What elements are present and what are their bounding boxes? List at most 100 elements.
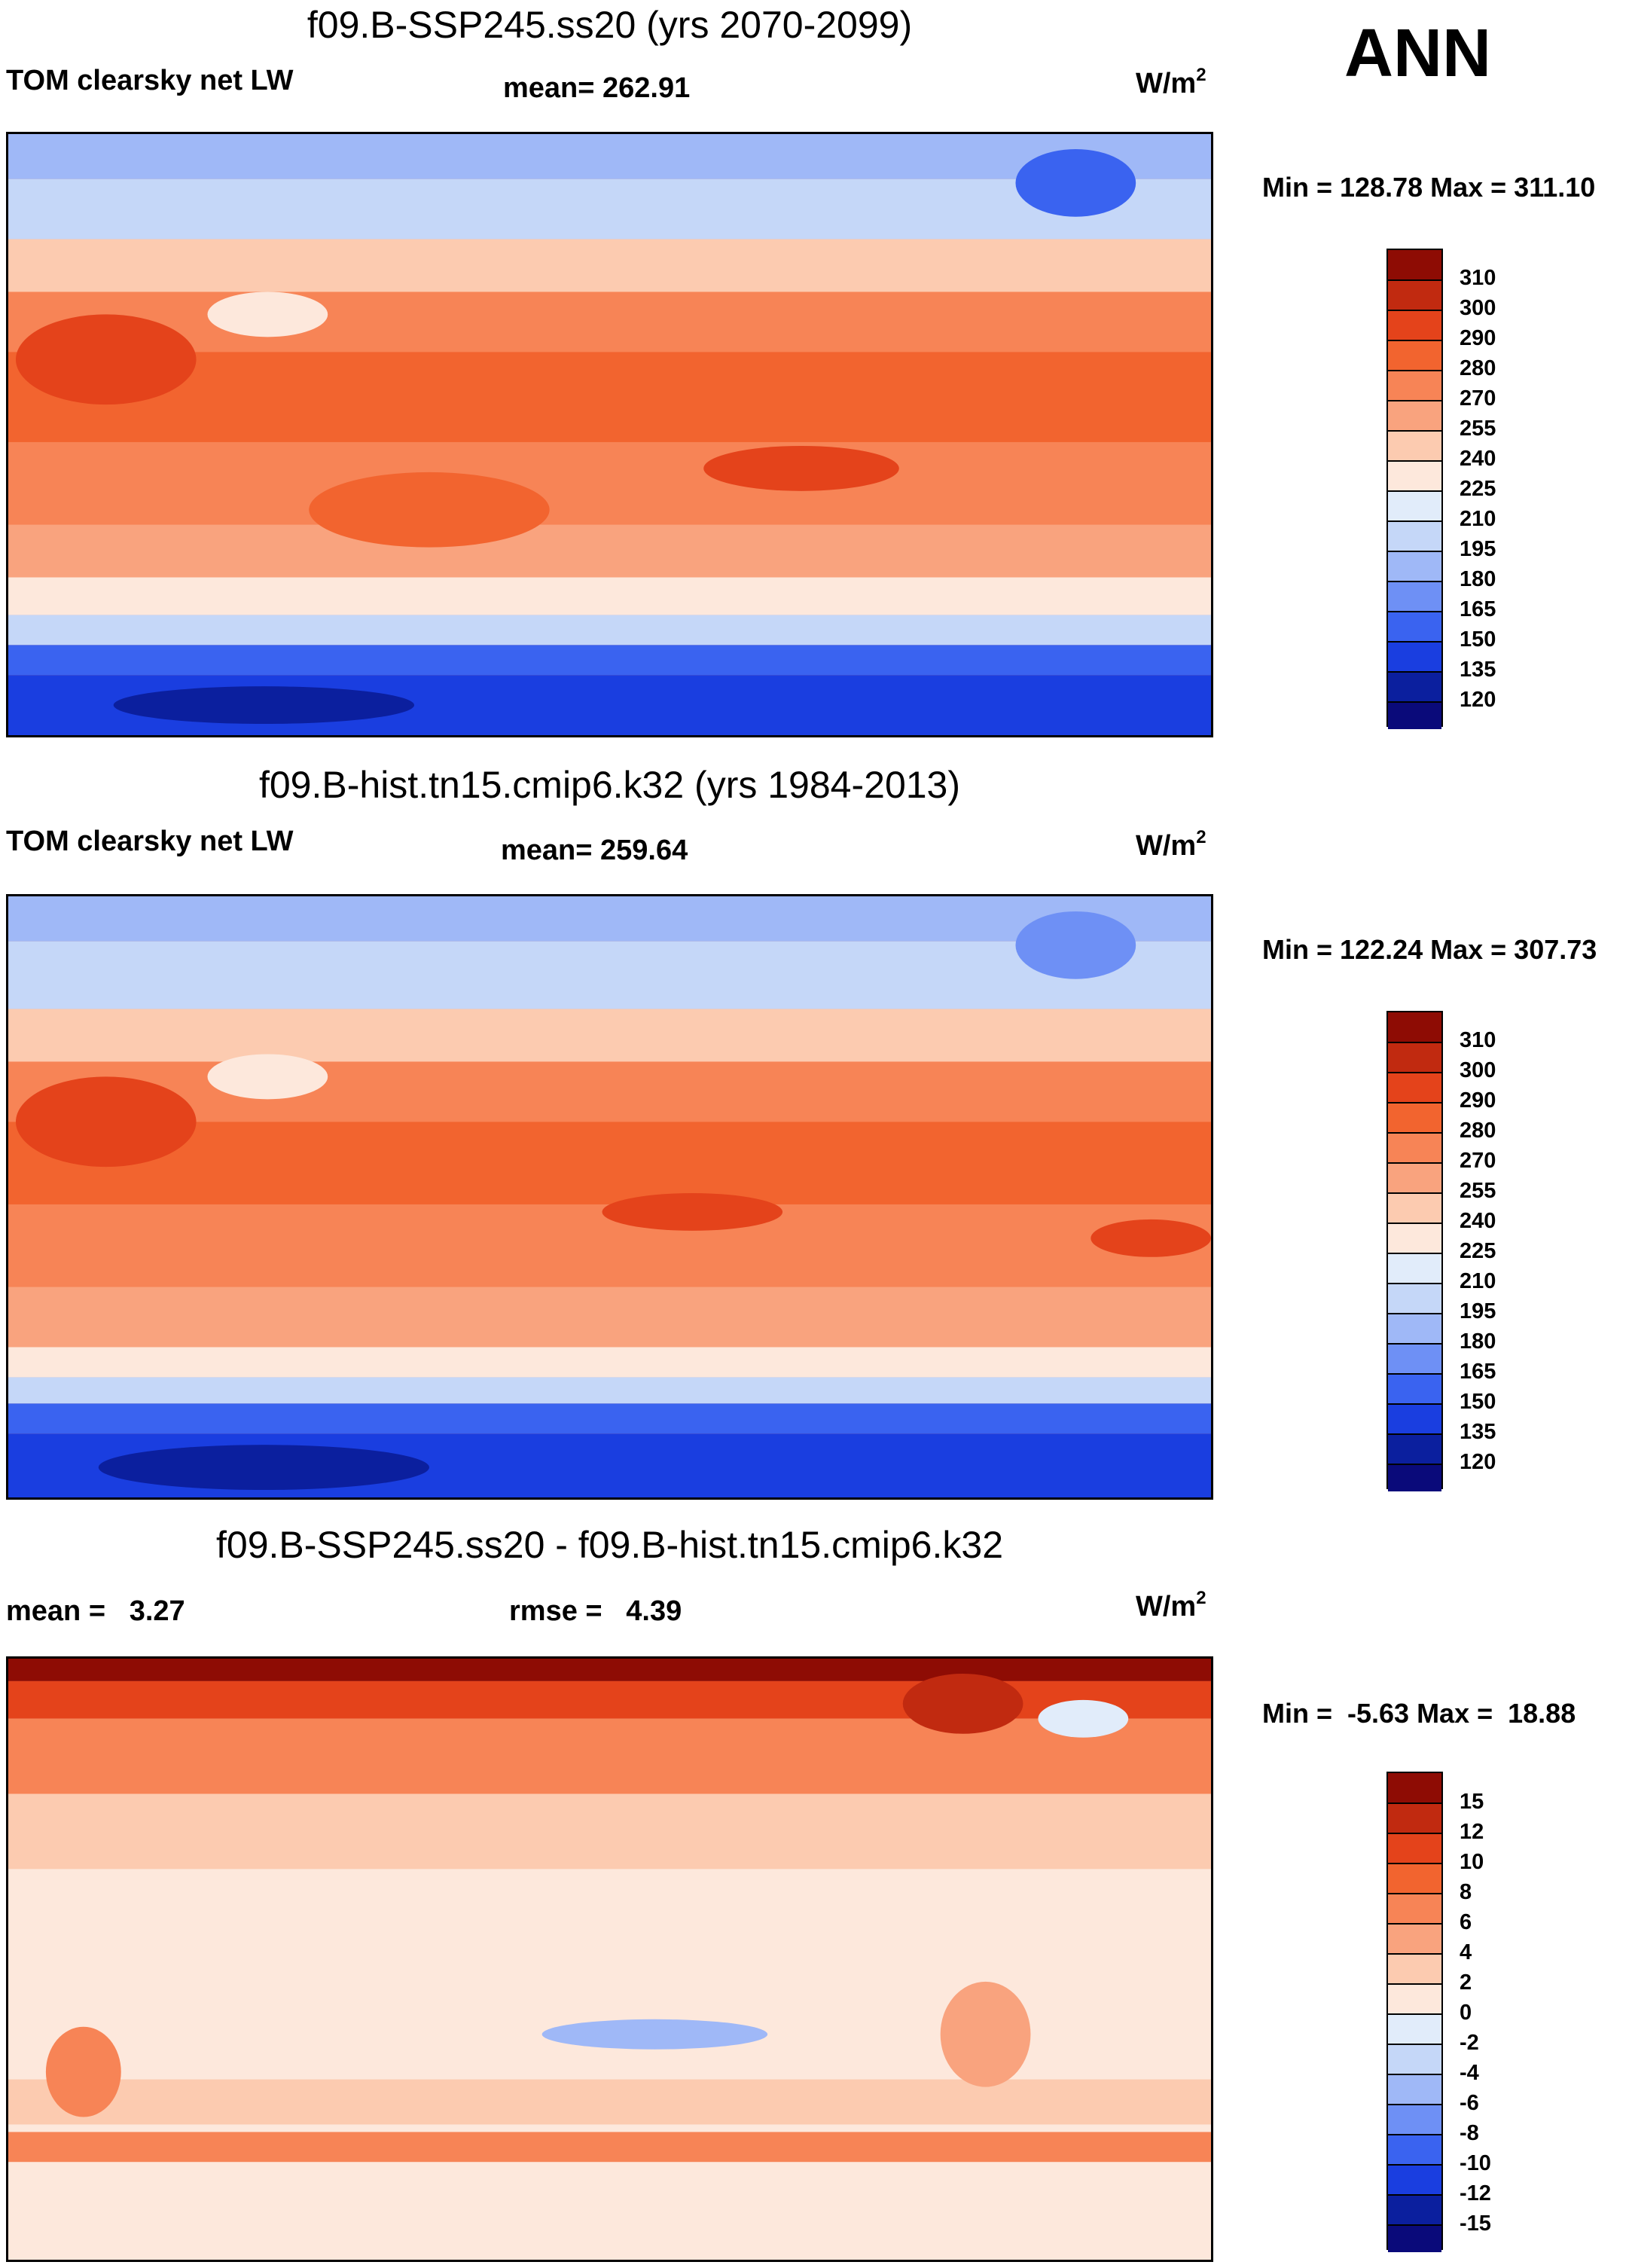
cbar3-box-0 xyxy=(1388,1773,1441,1804)
panel3-colorbar xyxy=(1386,1772,1443,2252)
panel1-band-tropics xyxy=(8,352,1211,442)
panel1-blob-indian-ocean xyxy=(309,472,550,548)
cbar1-box-3 xyxy=(1388,341,1441,371)
panel1-band-subtrop-n xyxy=(8,292,1211,353)
panel1-band-subtrop-s xyxy=(8,441,1211,525)
panel3-band-midlat-n xyxy=(8,1718,1211,1794)
panel3-blob-canada xyxy=(902,1673,1023,1734)
cbar2-box-7 xyxy=(1388,1224,1441,1254)
cbar1-box-7 xyxy=(1388,462,1441,492)
panel2-colorbar xyxy=(1386,1011,1443,1491)
cbar3-label: -6 xyxy=(1460,2091,1479,2115)
cbar1-label: 255 xyxy=(1460,417,1496,441)
cbar1-box-14 xyxy=(1388,673,1441,703)
panel3-band-subarctic xyxy=(8,1680,1211,1719)
panel1-blob-tibet xyxy=(207,292,328,337)
cbar1-box-12 xyxy=(1388,612,1441,643)
cbar1-box-13 xyxy=(1388,643,1441,673)
cbar2-label: 165 xyxy=(1460,1360,1496,1384)
cbar2-box-3 xyxy=(1388,1103,1441,1134)
panel2-band-midlat-n xyxy=(8,1009,1211,1062)
cbar1-box-8 xyxy=(1388,492,1441,522)
panel2-map xyxy=(6,894,1213,1500)
cbar3-label: -15 xyxy=(1460,2212,1491,2236)
panel1-minmax: Min = 128.78 Max = 311.10 xyxy=(1262,172,1596,203)
panel3-blob-southern-africa xyxy=(45,2026,121,2117)
cbar1-label: 240 xyxy=(1460,447,1496,471)
cbar1-box-6 xyxy=(1388,432,1441,462)
cbar3-box-2 xyxy=(1388,1834,1441,1864)
panel2-variable-label: TOM clearsky net LW xyxy=(6,826,294,857)
panel1-units: W/m2 xyxy=(1136,65,1206,99)
cbar1-box-4 xyxy=(1388,371,1441,401)
cbar1-box-9 xyxy=(1388,522,1441,552)
panel2-title: f09.B-hist.tn15.cmip6.k32 (yrs 1984-2013… xyxy=(258,764,961,806)
cbar1-label: 300 xyxy=(1460,296,1496,320)
panel2-blob-south-atlantic xyxy=(1091,1219,1211,1257)
cbar2-box-13 xyxy=(1388,1405,1441,1435)
panel1-colorbar xyxy=(1386,249,1443,729)
cbar3-box-10 xyxy=(1388,2075,1441,2105)
cbar3-box-3 xyxy=(1388,1864,1441,1894)
cbar3-label: 4 xyxy=(1460,1940,1472,1964)
panel3-blob-pacific-cooling xyxy=(541,2019,768,2050)
cbar2-label: 150 xyxy=(1460,1390,1496,1414)
panel1-blob-sahara xyxy=(15,314,197,405)
cbar3-label: 12 xyxy=(1460,1820,1484,1844)
panel1-band-midlat-n xyxy=(8,239,1211,292)
panel2-blob-antarctic-plateau xyxy=(98,1445,429,1491)
panel2-blob-greenland xyxy=(1015,911,1136,979)
cbar3-label: 8 xyxy=(1460,1880,1472,1904)
panel1-band-southern-ocean xyxy=(8,577,1211,615)
cbar3-label: -4 xyxy=(1460,2061,1479,2085)
cbar1-label: 195 xyxy=(1460,537,1496,561)
cbar2-box-8 xyxy=(1388,1254,1441,1284)
panel1-mean-label: mean= 262.91 xyxy=(503,72,691,104)
cbar3-label: -12 xyxy=(1460,2181,1491,2205)
panel1-variable-label: TOM clearsky net LW xyxy=(6,65,294,96)
panel3-mean-label: mean = 3.27 xyxy=(6,1595,185,1627)
cbar3-box-8 xyxy=(1388,2015,1441,2045)
cbar2-label: 225 xyxy=(1460,1239,1496,1263)
panel3-blob-north-atlantic xyxy=(1038,1699,1129,1738)
cbar2-label: 135 xyxy=(1460,1420,1496,1444)
cbar2-box-5 xyxy=(1388,1164,1441,1194)
cbar3-box-6 xyxy=(1388,1955,1441,1985)
panel2-band-southern-ocean xyxy=(8,1347,1211,1378)
cbar3-box-9 xyxy=(1388,2045,1441,2075)
cbar3-label: 2 xyxy=(1460,1970,1472,1995)
cbar2-box-10 xyxy=(1388,1314,1441,1345)
cbar2-label: 270 xyxy=(1460,1149,1496,1173)
panel1-band-subarctic xyxy=(8,179,1211,240)
panel3-rmse-label: rmse = 4.39 xyxy=(509,1595,682,1627)
panel2-band-antarctic-edge xyxy=(8,1377,1211,1404)
panel2-minmax: Min = 122.24 Max = 307.73 xyxy=(1262,934,1597,965)
panel1-band-arctic xyxy=(8,134,1211,179)
panel2-mean-label: mean= 259.64 xyxy=(501,835,688,866)
cbar1-box-10 xyxy=(1388,552,1441,582)
cbar2-label: 300 xyxy=(1460,1058,1496,1082)
cbar2-box-9 xyxy=(1388,1284,1441,1314)
panel2-band-tropics xyxy=(8,1122,1211,1204)
cbar2-label: 290 xyxy=(1460,1088,1496,1113)
panel2-blob-sahara xyxy=(15,1076,197,1168)
cbar2-box-6 xyxy=(1388,1194,1441,1224)
cbar1-label: 135 xyxy=(1460,658,1496,682)
panel2-band-subtrop-n xyxy=(8,1061,1211,1122)
cbar2-box-15 xyxy=(1388,1465,1441,1491)
cbar3-label: -2 xyxy=(1460,2031,1479,2055)
cbar2-label: 255 xyxy=(1460,1179,1496,1203)
cbar2-box-12 xyxy=(1388,1375,1441,1405)
panel2-map-svg xyxy=(8,896,1211,1497)
cbar1-label: 270 xyxy=(1460,386,1496,411)
cbar1-box-0 xyxy=(1388,250,1441,281)
cbar3-label: -10 xyxy=(1460,2151,1491,2175)
cbar1-label: 310 xyxy=(1460,266,1496,290)
panel1-blob-se-pacific xyxy=(703,445,899,491)
cbar2-label: 180 xyxy=(1460,1329,1496,1354)
cbar3-box-13 xyxy=(1388,2166,1441,2196)
cbar1-label: 150 xyxy=(1460,627,1496,652)
cbar2-label: 310 xyxy=(1460,1028,1496,1052)
cbar1-label: 225 xyxy=(1460,477,1496,501)
cbar2-box-1 xyxy=(1388,1043,1441,1073)
